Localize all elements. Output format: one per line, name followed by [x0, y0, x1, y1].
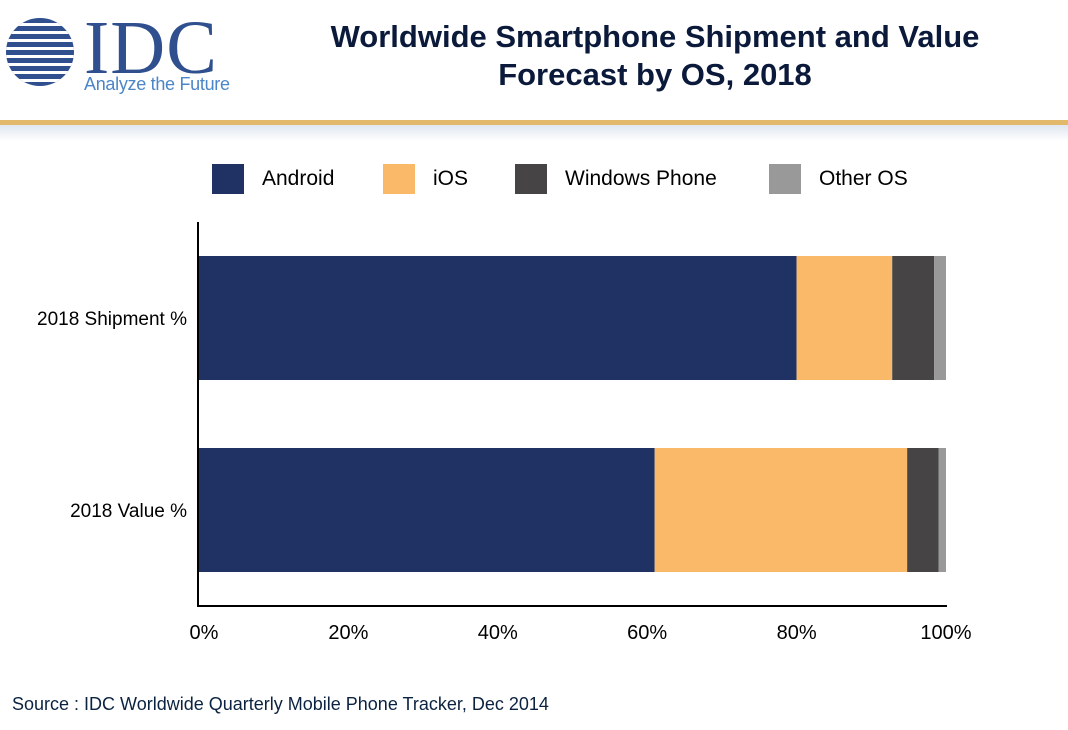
- bar-2018-value-other-os: [938, 448, 946, 572]
- title-line-1: Worldwide Smartphone Shipment and Value: [330, 19, 980, 54]
- header-shade: [0, 125, 1068, 141]
- legend-swatch-windows-phone: [515, 164, 547, 194]
- bar-2018-shipment-windows-phone: [892, 256, 935, 380]
- bar-2018-value-windows-phone: [907, 448, 939, 572]
- x-tick-label-3: 60%: [627, 622, 667, 644]
- x-tick-label-2: 40%: [478, 622, 518, 644]
- x-tick-label-1: 20%: [328, 622, 368, 644]
- globe-icon: [6, 18, 74, 86]
- legend-swatch-ios: [383, 164, 415, 194]
- source-note: Source : IDC Worldwide Quarterly Mobile …: [12, 694, 549, 714]
- logo-tagline: Analyze the Future: [84, 74, 230, 94]
- legend-label-other-os: Other OS: [819, 167, 908, 190]
- legend-swatch-other-os: [769, 164, 801, 194]
- legend-label-windows-phone: Windows Phone: [565, 167, 717, 190]
- x-tick-label-5: 100%: [920, 622, 971, 644]
- title-line-2: Forecast by OS, 2018: [498, 57, 812, 92]
- bar-2018-shipment-android: [199, 256, 797, 380]
- bar-2018-value-android: [199, 448, 655, 572]
- bar-2018-value-ios: [654, 448, 908, 572]
- idc-logo: IDC Analyze the Future: [0, 6, 240, 106]
- x-tick-label-4: 80%: [777, 622, 817, 644]
- legend-swatch-android: [212, 164, 244, 194]
- header-divider: [0, 120, 1068, 125]
- bar-2018-shipment-ios: [796, 256, 893, 380]
- y-tick-label-2018-shipment: 2018 Shipment %: [37, 309, 187, 330]
- x-tick-label-0: 0%: [190, 622, 219, 644]
- bar-2018-shipment-other-os: [934, 256, 946, 380]
- legend-label-ios: iOS: [433, 167, 469, 190]
- chart-legend: Android iOS Windows Phone Other OS: [0, 162, 1068, 198]
- logo-wordmark: IDC: [84, 6, 218, 90]
- legend-label-android: Android: [262, 167, 335, 190]
- y-tick-label-2018-value: 2018 Value %: [70, 501, 187, 522]
- stacked-bar-chart: 2018 Shipment % 2018 Value % 0% 20% 40% 60% 80…: [37, 222, 972, 644]
- page-title: Worldwide Smartphone Shipment and Value …: [300, 18, 1010, 94]
